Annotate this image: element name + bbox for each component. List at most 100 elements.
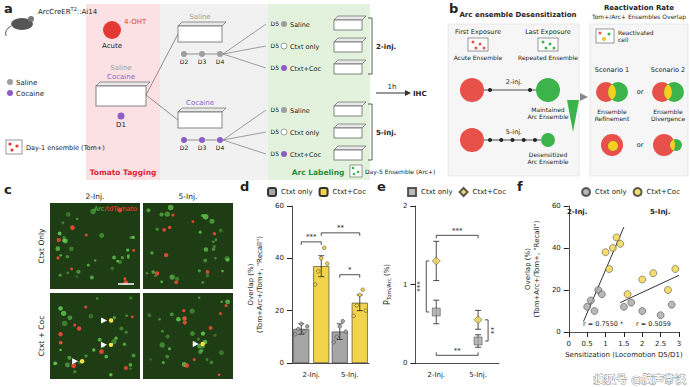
svg-text:D3: D3: [198, 144, 207, 151]
svg-text:**: **: [454, 347, 462, 355]
svg-text:Cocaine: Cocaine: [186, 99, 214, 107]
svg-text:Cocaine: Cocaine: [107, 73, 135, 81]
svg-text:Desensitized: Desensitized: [529, 151, 568, 158]
svg-text:Reactivated: Reactivated: [618, 29, 654, 36]
svg-text:0: 0: [280, 359, 284, 367]
svg-text:*: *: [348, 266, 352, 274]
svg-text:Ensemble: Ensemble: [653, 108, 683, 115]
svg-text:Ctxt only: Ctxt only: [595, 188, 627, 196]
svg-text:Ctxt + Coc: Ctxt + Coc: [37, 316, 46, 357]
svg-text:2-inj.: 2-inj.: [506, 78, 522, 86]
svg-text:Ctxt+Coc: Ctxt+Coc: [647, 188, 681, 196]
svg-text:Scenario 1: Scenario 1: [595, 66, 629, 74]
svg-text:D4: D4: [216, 58, 225, 65]
svg-text:Scenario 2: Scenario 2: [651, 66, 685, 74]
svg-text:5-Inj.: 5-Inj.: [469, 371, 487, 379]
svg-text:r = 0.5059: r = 0.5059: [636, 320, 671, 328]
svg-text:Ctxt+Coc: Ctxt+Coc: [290, 151, 321, 159]
svg-text:Arc ensemble Desensitization: Arc ensemble Desensitization: [459, 11, 576, 19]
svg-text:Ensemble: Ensemble: [597, 108, 627, 115]
svg-text:20: 20: [275, 307, 284, 315]
svg-text:Arc Ensemble: Arc Ensemble: [527, 113, 568, 120]
svg-text:Repeated Ensemble: Repeated Ensemble: [518, 54, 578, 62]
svg-text:0: 0: [567, 340, 571, 348]
svg-text:D3: D3: [198, 58, 207, 65]
svg-text:D5: D5: [271, 42, 280, 49]
svg-text:Arc Ensemble: Arc Ensemble: [527, 158, 568, 165]
svg-text:5-inj.: 5-inj.: [376, 129, 396, 137]
svg-text:(Tom+Arc+/Tom+, "Recall"): (Tom+Arc+/Tom+, "Recall"): [533, 220, 541, 317]
svg-text:Ctxt only: Ctxt only: [290, 129, 319, 137]
svg-text:5-Inj.: 5-Inj.: [650, 208, 670, 216]
svg-text:1: 1: [403, 281, 407, 289]
svg-text:IHC: IHC: [413, 90, 427, 98]
svg-text:f: f: [517, 179, 523, 194]
svg-text:Day-5 Ensemble (Arc+): Day-5 Ensemble (Arc+): [365, 168, 435, 176]
svg-text:2-Inj.: 2-Inj.: [86, 192, 105, 201]
svg-text:ArcCreERT2::Ai14: ArcCreERT2::Ai14: [38, 6, 98, 16]
svg-text:D5: D5: [271, 106, 280, 113]
svg-text:D5: D5: [271, 128, 280, 135]
svg-text:20: 20: [552, 286, 561, 294]
svg-text:40: 40: [552, 244, 561, 252]
svg-text:D5: D5: [271, 20, 280, 27]
svg-text:Arc/tdTomato: Arc/tdTomato: [94, 205, 137, 213]
svg-text:40: 40: [275, 254, 284, 262]
svg-text:0: 0: [556, 328, 560, 336]
svg-text:Divergence: Divergence: [651, 115, 685, 123]
svg-text:D2: D2: [180, 58, 189, 65]
svg-text:cell: cell: [618, 36, 629, 43]
svg-text:D4: D4: [216, 144, 225, 151]
svg-text:3: 3: [677, 340, 681, 348]
svg-text:0.5: 0.5: [582, 340, 593, 348]
svg-text:Tomato Tagging: Tomato Tagging: [90, 168, 157, 177]
svg-text:5-Inj.: 5-Inj.: [179, 192, 198, 201]
svg-text:搜狐号 @脑声常谈: 搜狐号 @脑声常谈: [593, 373, 687, 386]
svg-text:Saline: Saline: [110, 64, 131, 72]
svg-text:D1: D1: [116, 121, 126, 129]
svg-text:0: 0: [403, 359, 407, 367]
svg-text:Ctxt only: Ctxt only: [290, 43, 319, 51]
svg-text:60: 60: [275, 202, 284, 210]
svg-text:***: ***: [306, 233, 317, 241]
svg-text:(%): (%): [383, 264, 391, 279]
svg-text:Overlap (%): Overlap (%): [247, 263, 255, 305]
svg-text:60: 60: [552, 202, 561, 210]
svg-text:***: ***: [416, 281, 424, 292]
svg-text:Saline: Saline: [290, 21, 310, 29]
svg-text:Sensitization (Locomotion D5/D: Sensitization (Locomotion D5/D1): [565, 351, 683, 359]
svg-text:Maintained: Maintained: [531, 106, 565, 113]
svg-text:1.5: 1.5: [618, 340, 629, 348]
svg-text:r = 0.7550 *: r = 0.7550 *: [583, 320, 624, 328]
svg-text:Ctxt only: Ctxt only: [281, 188, 313, 196]
svg-text:Saline: Saline: [290, 107, 310, 115]
svg-text:c: c: [4, 182, 12, 197]
svg-text:**: **: [490, 326, 498, 334]
svg-text:2-inj.: 2-inj.: [376, 43, 396, 51]
svg-text:***: ***: [452, 227, 463, 235]
svg-text:Ctxt+Coc: Ctxt+Coc: [473, 188, 507, 196]
svg-text:4-OHT: 4-OHT: [124, 18, 147, 26]
svg-text:Arc Labeling: Arc Labeling: [292, 168, 345, 177]
svg-text:e: e: [377, 179, 386, 194]
svg-text:Refinement: Refinement: [595, 115, 630, 122]
svg-text:or: or: [637, 141, 644, 149]
svg-text:2: 2: [640, 340, 644, 348]
svg-text:Overlap (%): Overlap (%): [524, 248, 532, 290]
svg-text:2-Inj.: 2-Inj.: [567, 208, 587, 216]
svg-text:Day-1 ensemble (Tom+): Day-1 ensemble (Tom+): [26, 144, 105, 152]
svg-text:Ctxt only: Ctxt only: [421, 188, 453, 196]
svg-text:Last Exposure: Last Exposure: [525, 28, 571, 36]
svg-text:Cocaine: Cocaine: [16, 90, 44, 98]
svg-text:1: 1: [603, 340, 607, 348]
svg-text:or: or: [637, 88, 644, 96]
svg-text:5-inj.: 5-inj.: [506, 128, 522, 136]
svg-text:Ctxt+Coc: Ctxt+Coc: [290, 65, 321, 73]
svg-text:2.5: 2.5: [655, 340, 666, 348]
svg-text:Ctxt+Coc: Ctxt+Coc: [333, 188, 367, 196]
svg-text:b: b: [449, 1, 458, 16]
svg-text:2: 2: [403, 202, 407, 210]
svg-text:D2: D2: [180, 144, 189, 151]
svg-text:a: a: [4, 1, 13, 16]
svg-text:D5: D5: [271, 64, 280, 71]
